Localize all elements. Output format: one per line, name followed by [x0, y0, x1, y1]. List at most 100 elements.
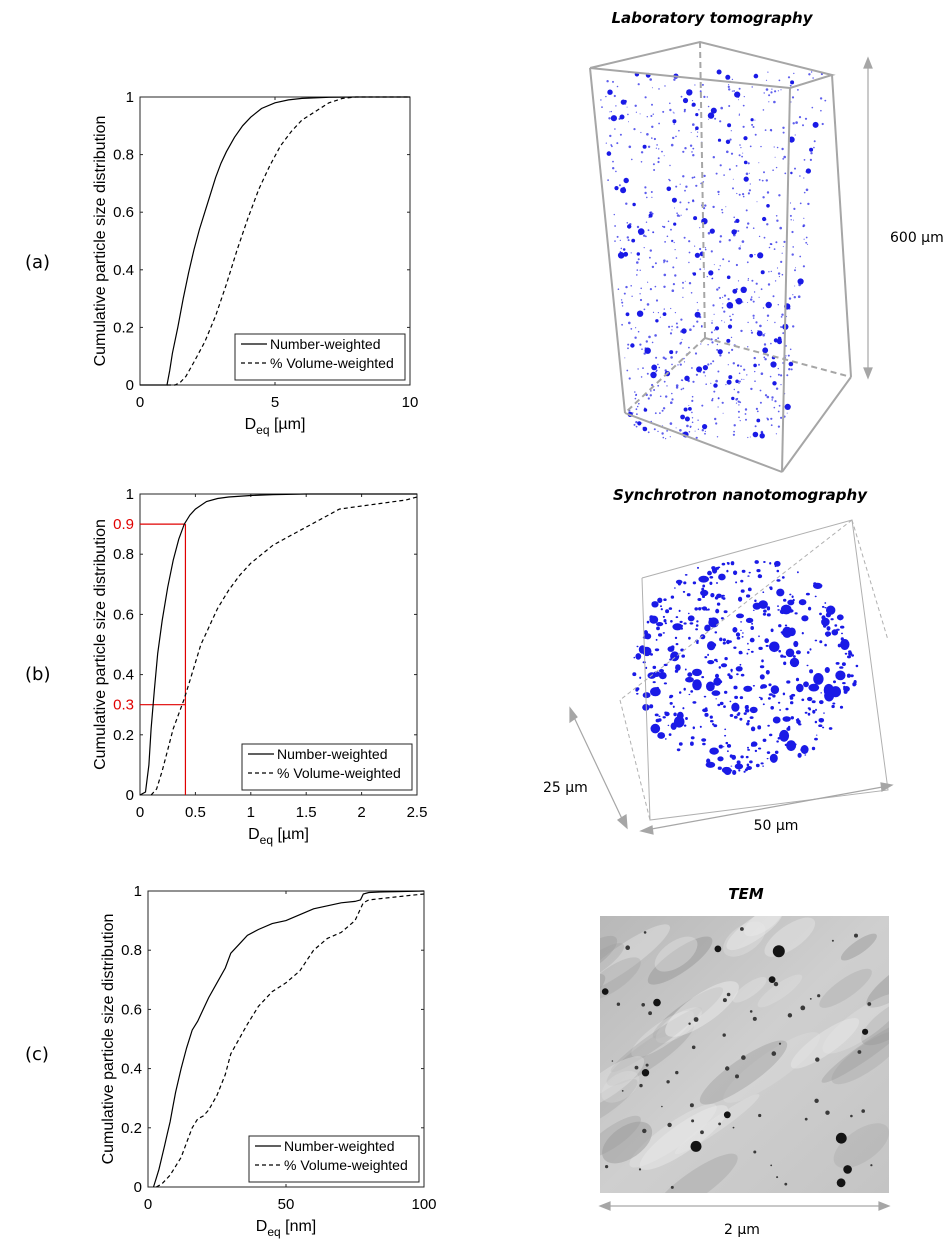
particle-a [623, 292, 626, 295]
particle-b [729, 714, 734, 717]
particle-a [646, 372, 649, 375]
particle-a [752, 314, 755, 317]
particle-b [735, 666, 743, 672]
particle-b [751, 622, 753, 625]
particle-b [685, 717, 688, 720]
particle-a [695, 373, 699, 376]
tem-grain [600, 1056, 645, 1110]
y-axis-label-a: Cumulative particle size distribution [92, 116, 109, 367]
particle-a [770, 270, 772, 273]
particle-a [703, 95, 706, 98]
particle-a [692, 154, 695, 157]
particle-b [828, 727, 833, 730]
particle-a [762, 216, 767, 222]
particle-a [683, 108, 687, 111]
particle-a [812, 121, 819, 128]
particle-b [758, 696, 761, 699]
particle-a [691, 417, 694, 419]
particle-a [676, 326, 679, 329]
particle-a [733, 233, 736, 237]
scale-label-c: 2 µm [724, 1222, 760, 1238]
particle-a [699, 247, 702, 251]
particle-a [689, 144, 693, 147]
particle-a [655, 147, 658, 149]
particle-b [739, 696, 744, 700]
particle-a [674, 249, 676, 251]
particle-a [740, 365, 742, 368]
particle-a [809, 158, 813, 161]
scale-label-a: 600 µm [890, 230, 944, 246]
tem-grain [600, 943, 625, 985]
particle-b [699, 725, 702, 728]
particle-a [803, 159, 806, 161]
particle-b [678, 742, 683, 746]
x-axis-label-a: Deq [µm] [245, 416, 306, 437]
particle-a [650, 371, 657, 379]
particle-b [740, 755, 744, 759]
particle-a [716, 288, 719, 291]
particle-a [713, 313, 715, 315]
particle-a [625, 202, 628, 205]
particle-a [716, 348, 719, 351]
particle-b [776, 579, 781, 582]
particle-b [656, 622, 664, 627]
panel-a-image-title: Laboratory tomography [612, 9, 814, 27]
particle-b [750, 741, 758, 747]
tem-spot [850, 1114, 853, 1118]
particle-a [616, 142, 619, 145]
particle-a [605, 142, 607, 144]
particle-b [750, 650, 754, 653]
particle-a [715, 379, 718, 383]
particle-b [752, 685, 756, 687]
particle-b [657, 597, 663, 603]
particle-a [687, 92, 689, 94]
particle-b [747, 720, 750, 723]
particle-a [645, 340, 648, 343]
particle-a [780, 374, 783, 377]
particle-a [654, 367, 657, 370]
particle-b [678, 609, 681, 613]
particle-b [746, 722, 750, 726]
number-weighted-line-c [152, 890, 425, 1188]
particle-b [636, 692, 639, 695]
particle-a [636, 252, 640, 256]
particle-b [675, 664, 681, 671]
particle-a [775, 433, 778, 435]
particle-b [782, 716, 791, 722]
particle-a [652, 113, 654, 115]
particle-a [743, 176, 749, 182]
particle-a [669, 350, 674, 355]
particle-a [671, 240, 674, 242]
particle-b [657, 732, 666, 739]
particle-b [736, 636, 741, 640]
particle-b [762, 591, 765, 593]
particle-b [777, 701, 781, 704]
particle-a [688, 240, 691, 243]
x-tick-label-b: 1 [247, 804, 255, 821]
tem-texture [600, 916, 889, 1193]
tem-spot [723, 1111, 731, 1119]
tem-spot [776, 1176, 779, 1179]
particle-a [662, 110, 665, 113]
particle-a [651, 137, 653, 139]
particle-a [644, 96, 647, 99]
particle-b [826, 605, 836, 615]
particle-a [614, 240, 616, 242]
particle-b [670, 595, 675, 599]
particle-a [763, 171, 765, 174]
particle-a [760, 270, 765, 275]
particle-a [813, 146, 815, 149]
tem-grain [600, 1078, 638, 1129]
particle-b [709, 576, 714, 579]
particle-b [850, 674, 854, 678]
particle-a [690, 292, 693, 294]
particle-a [675, 350, 678, 353]
particle-a [777, 272, 781, 275]
particle-a [647, 397, 650, 400]
particle-a [639, 269, 641, 271]
particle-a [763, 343, 767, 346]
particle-a [639, 113, 641, 115]
particle-b [824, 607, 827, 609]
particle-a [700, 182, 702, 185]
tem-spot [714, 945, 722, 953]
